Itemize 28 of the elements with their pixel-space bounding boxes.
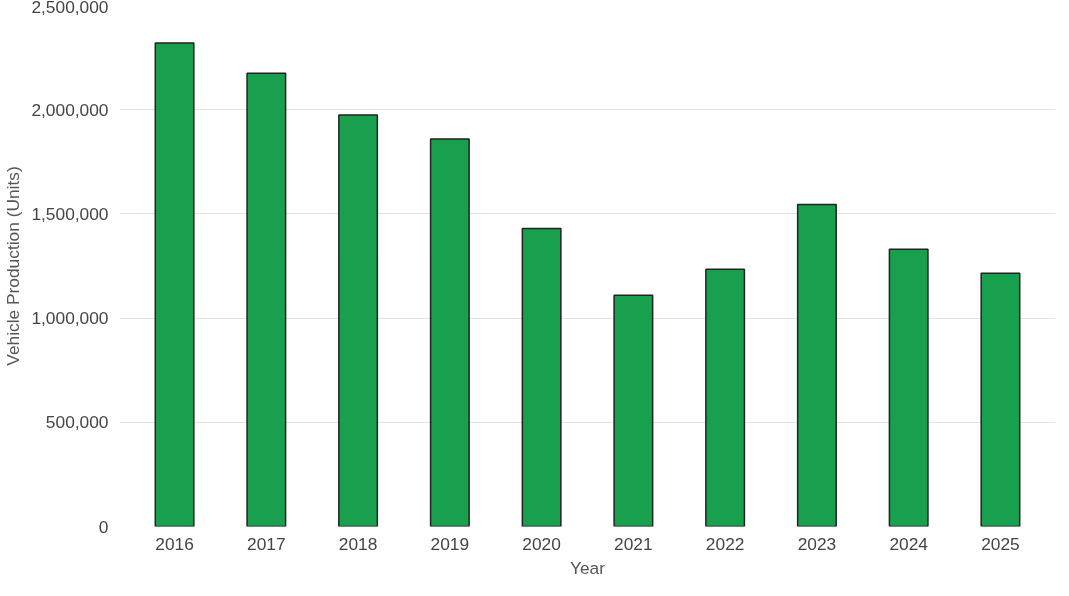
- bar: [246, 72, 287, 527]
- x-tick-label: 2025: [981, 533, 1020, 554]
- x-tick-label: 2023: [797, 533, 837, 554]
- bar: [154, 42, 195, 527]
- bar: [980, 272, 1021, 527]
- x-tick-label: 2017: [247, 533, 286, 554]
- y-tick-label: 1,500,000: [31, 203, 109, 224]
- y-tick-label: 2,500,000: [31, 0, 109, 17]
- x-tick-label: 2018: [338, 533, 378, 554]
- x-axis-title: Year: [569, 557, 606, 578]
- bar: [888, 248, 929, 527]
- x-tick-label: 2022: [705, 533, 745, 554]
- y-tick-label: 2,000,000: [31, 99, 109, 120]
- x-tick-label: 2020: [522, 533, 561, 554]
- bar: [521, 227, 562, 527]
- bar: [338, 114, 379, 527]
- x-tick-label: 2016: [155, 533, 194, 554]
- bar: [705, 268, 746, 527]
- bar: [796, 203, 837, 527]
- y-tick-label: 1,000,000: [31, 308, 109, 329]
- bar: [613, 294, 654, 527]
- y-tick-label: 0: [98, 516, 109, 537]
- bar: [429, 138, 470, 527]
- y-tick-label: 500,000: [45, 412, 109, 433]
- x-tick-label: 2019: [430, 533, 470, 554]
- x-tick-label: 2021: [614, 533, 653, 554]
- x-tick-label: 2024: [889, 533, 929, 554]
- y-axis-title: Vehicle Production (Units): [3, 166, 24, 366]
